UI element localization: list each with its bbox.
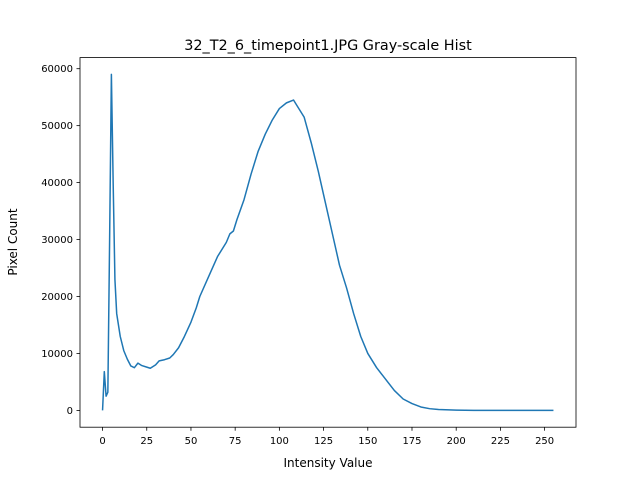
y-tick-label: 40000: [41, 178, 73, 189]
x-tick-label: 225: [491, 436, 510, 447]
x-tick-label: 175: [402, 436, 421, 447]
chart-title: 32_T2_6_timepoint1.JPG Gray-scale Hist: [184, 38, 472, 54]
x-tick-label: 0: [99, 436, 105, 447]
x-tick-label: 150: [358, 436, 377, 447]
y-tick-label: 60000: [41, 64, 73, 75]
y-axis-label: Pixel Count: [6, 208, 20, 276]
x-tick-label: 100: [270, 436, 289, 447]
data-line: [101, 73, 554, 412]
y-tick-label: 20000: [41, 292, 73, 303]
x-tick-label: 250: [535, 436, 554, 447]
y-tick-label: 10000: [41, 349, 73, 360]
x-tick-label: 75: [229, 436, 242, 447]
plot-frame: [79, 57, 577, 428]
y-tick-label: 50000: [41, 121, 73, 132]
y-tick-label: 30000: [41, 235, 73, 246]
x-tick-label: 200: [447, 436, 466, 447]
x-tick-label: 50: [185, 436, 198, 447]
x-tick-label: 125: [314, 436, 333, 447]
x-tick-label: 25: [140, 436, 153, 447]
y-tick-label: 0: [67, 406, 73, 417]
x-axis-label: Intensity Value: [284, 456, 373, 470]
